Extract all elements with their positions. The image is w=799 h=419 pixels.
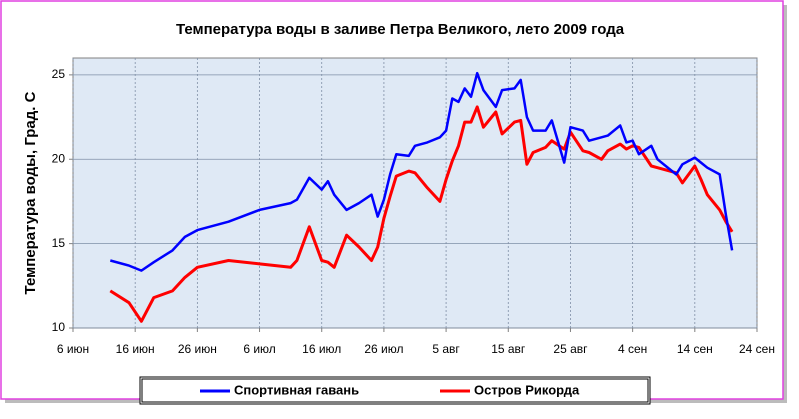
y-tick-label: 10 (52, 320, 66, 334)
y-axis-label: Температура воды, Град. С (22, 91, 39, 294)
x-tick-label: 5 авг (432, 342, 460, 356)
x-tick-label: 6 июн (57, 342, 89, 356)
plot-area (72, 57, 758, 329)
x-tick-label: 25 авг (553, 342, 588, 356)
y-tick-label: 25 (52, 67, 66, 81)
legend: Спортивная гавань Остров Рикорда (200, 382, 580, 397)
x-tick-label: 14 сен (677, 342, 713, 356)
series-line (109, 105, 734, 323)
grid (69, 58, 758, 332)
legend-label: Спортивная гавань (234, 382, 359, 397)
chart-title: Температура воды в заливе Петра Великого… (176, 21, 625, 38)
x-tick-label: 16 июн (116, 342, 155, 356)
lines (109, 71, 734, 323)
legend-label: Остров Рикорда (474, 382, 580, 397)
legend-inner-border (141, 378, 649, 403)
x-tick-label: 26 июн (178, 342, 217, 356)
x-tick-label: 16 июл (302, 342, 341, 356)
x-tick-label: 15 авг (491, 342, 526, 356)
series-line (109, 71, 734, 272)
y-tick-label: 20 (52, 151, 66, 165)
x-tick-label: 6 июл (243, 342, 275, 356)
x-tick-label: 26 июл (364, 342, 403, 356)
x-tick-label: 24 сен (739, 342, 775, 356)
y-tick-label: 15 (52, 236, 66, 250)
x-tick-label: 4 сен (618, 342, 647, 356)
